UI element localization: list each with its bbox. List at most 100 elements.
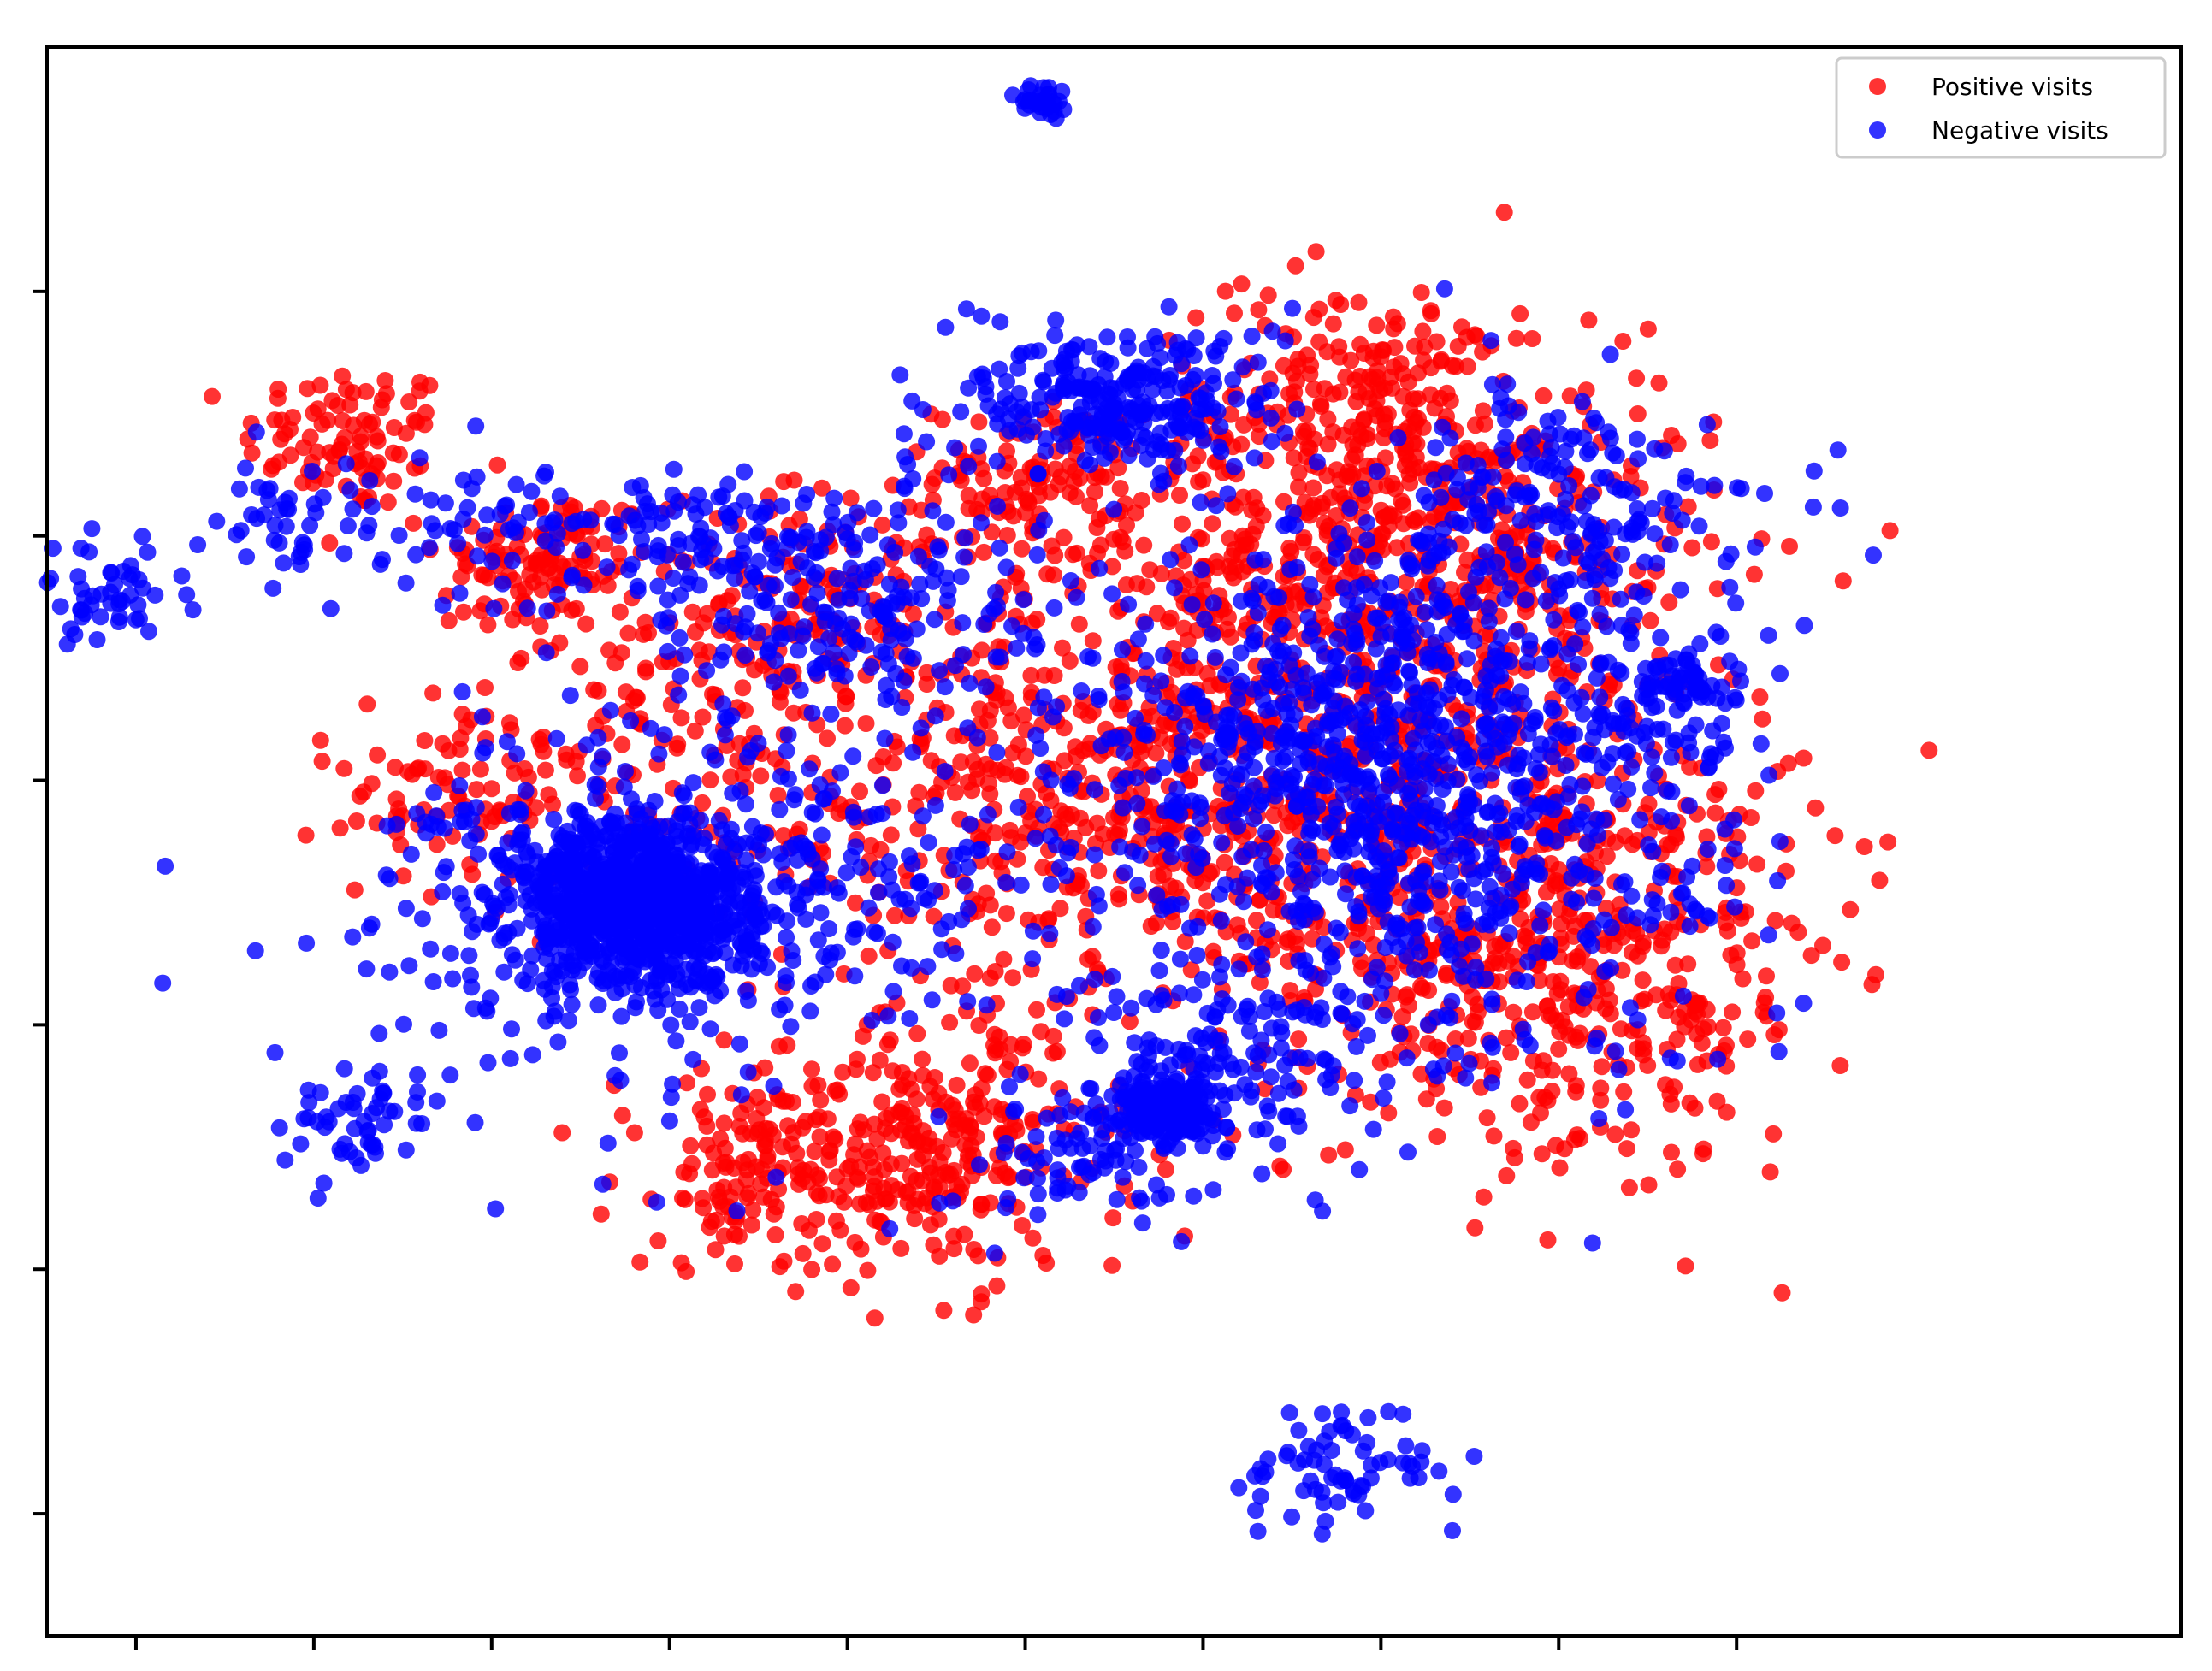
data-point	[682, 1137, 700, 1154]
data-point	[1084, 632, 1102, 650]
data-point	[1459, 1030, 1477, 1048]
data-point	[611, 603, 629, 621]
data-point	[1079, 706, 1097, 724]
data-point	[305, 404, 322, 422]
data-point	[460, 947, 478, 965]
data-point	[648, 1193, 665, 1211]
data-point	[776, 996, 794, 1014]
data-point	[1795, 749, 1813, 767]
data-point	[1535, 387, 1553, 404]
data-point	[1580, 311, 1598, 329]
data-point	[489, 847, 507, 865]
data-point	[462, 966, 479, 984]
data-point	[507, 475, 525, 493]
data-point	[935, 1302, 953, 1320]
data-point	[694, 794, 712, 812]
data-point	[1319, 410, 1337, 428]
data-point	[1539, 1231, 1557, 1249]
data-point	[727, 1178, 745, 1196]
data-point	[989, 497, 1006, 515]
data-point	[1640, 1176, 1658, 1194]
data-point	[1157, 1160, 1174, 1178]
data-point	[1761, 1163, 1779, 1181]
data-point	[1592, 1091, 1610, 1109]
data-point	[1550, 1040, 1568, 1058]
data-point	[582, 937, 600, 955]
data-point	[779, 726, 797, 744]
data-point	[723, 587, 741, 605]
data-point	[1765, 1125, 1783, 1143]
data-point	[410, 759, 428, 777]
data-point	[589, 777, 607, 795]
data-point	[830, 609, 848, 627]
data-point	[1048, 1042, 1066, 1060]
data-point	[453, 761, 471, 779]
data-point	[975, 543, 993, 561]
data-point	[1279, 817, 1297, 835]
data-point	[451, 584, 469, 602]
data-point	[577, 828, 594, 846]
data-point	[508, 538, 526, 556]
data-point	[548, 585, 566, 603]
data-point	[1169, 458, 1187, 475]
data-point	[1030, 342, 1048, 360]
data-point	[484, 895, 502, 912]
data-point	[1624, 836, 1641, 853]
data-point	[1368, 316, 1386, 334]
data-point	[716, 726, 734, 744]
data-point	[1614, 333, 1632, 350]
data-point	[666, 846, 683, 864]
data-point	[1008, 639, 1026, 657]
data-point	[892, 578, 910, 596]
data-point	[1530, 1089, 1548, 1107]
data-point	[752, 508, 770, 526]
data-point	[347, 812, 365, 830]
data-point	[625, 1124, 643, 1142]
data-point	[936, 678, 954, 696]
data-point	[665, 570, 683, 587]
data-point	[782, 1135, 800, 1153]
data-point	[698, 1117, 716, 1135]
data-point	[1262, 409, 1280, 427]
data-point	[567, 599, 585, 617]
data-point	[498, 733, 516, 751]
data-point	[83, 520, 101, 538]
data-point	[696, 548, 714, 566]
data-point	[803, 1261, 821, 1278]
data-point	[363, 775, 381, 793]
data-point	[1313, 498, 1331, 516]
data-point	[738, 605, 756, 623]
data-point	[1204, 367, 1221, 384]
data-point	[687, 505, 705, 523]
data-point	[1628, 369, 1646, 387]
data-point	[901, 1010, 919, 1027]
data-point	[517, 782, 535, 800]
data-point	[189, 536, 207, 553]
data-point	[1304, 546, 1322, 564]
data-point	[346, 881, 364, 899]
data-point	[1225, 458, 1243, 475]
data-point	[879, 610, 897, 628]
data-point	[501, 1049, 519, 1067]
data-point	[710, 812, 728, 830]
data-point	[1030, 1070, 1048, 1088]
data-point	[1070, 615, 1088, 633]
data-point	[500, 521, 518, 539]
data-point	[1411, 459, 1428, 476]
data-point	[674, 553, 692, 571]
data-point	[1677, 1257, 1694, 1275]
data-point	[1166, 441, 1184, 459]
data-point	[698, 1136, 716, 1154]
data-point	[740, 1150, 757, 1168]
data-point	[649, 577, 667, 595]
data-point	[238, 548, 256, 566]
data-point	[651, 818, 669, 836]
data-point	[646, 793, 664, 810]
data-point	[977, 378, 995, 396]
data-point	[420, 539, 438, 557]
data-point	[444, 970, 462, 988]
data-point	[822, 705, 840, 723]
data-point	[331, 819, 349, 837]
data-point	[1140, 397, 1158, 415]
data-point	[648, 867, 666, 885]
